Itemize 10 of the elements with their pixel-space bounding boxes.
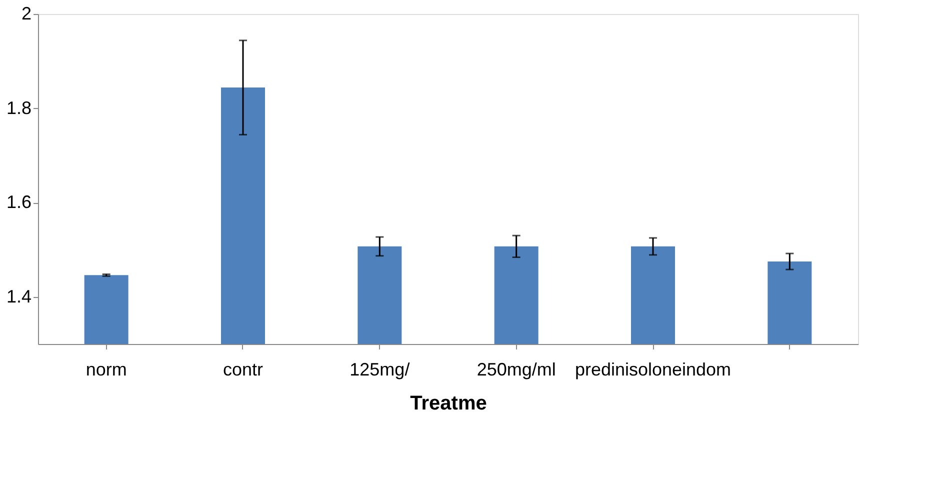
x-tick-label: 125mg/ xyxy=(350,360,410,380)
x-tick-label: 250mg/ml xyxy=(476,360,556,380)
x-tick-label: predinisoloneindom xyxy=(574,360,732,380)
y-tick-label: 1.8 xyxy=(6,98,32,118)
y-tick-label: 2 xyxy=(21,4,32,24)
y-tick-label: 1.4 xyxy=(6,286,32,306)
x-axis-title: Treatme xyxy=(410,392,487,414)
x-tick-label: contr xyxy=(222,360,264,380)
x-tick-label: norm xyxy=(86,360,127,380)
y-tick-label: 1.6 xyxy=(6,192,32,212)
